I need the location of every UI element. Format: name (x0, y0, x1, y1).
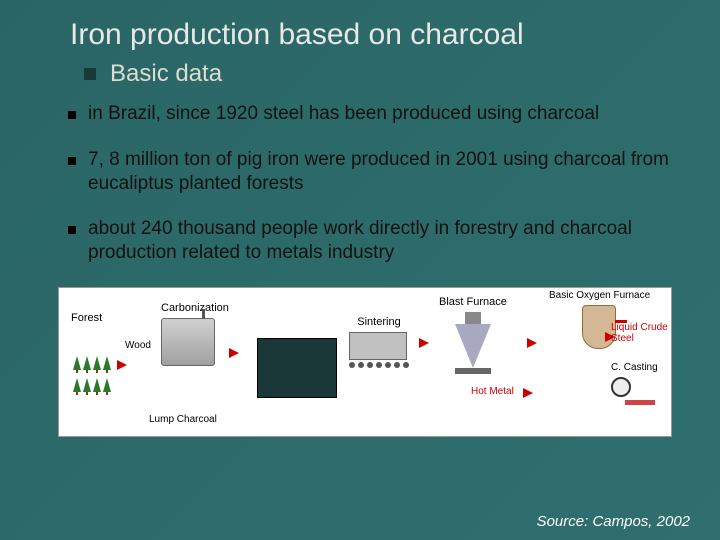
arrow-icon (527, 338, 537, 348)
arrow-icon (419, 338, 429, 348)
forest-label: Forest (71, 312, 102, 324)
lump-charcoal-label: Lump Charcoal (149, 414, 217, 425)
blast-furnace-label: Blast Furnace (439, 296, 507, 308)
bullet-icon (68, 226, 76, 234)
slide-container: Iron production based on charcoal Basic … (0, 0, 720, 540)
stage-carbonization: Carbonization (161, 302, 229, 366)
bullet-list: in Brazil, since 1920 steel has been pro… (68, 102, 680, 265)
bof-label: Basic Oxygen Furnace (549, 290, 649, 301)
slide-title: Iron production based on charcoal (70, 18, 680, 52)
arrow-icon (229, 348, 239, 358)
sinter-block-icon (257, 338, 337, 398)
ccasting-icon (611, 377, 655, 405)
forest-graphic (73, 356, 113, 392)
carbonization-label: Carbonization (161, 302, 229, 314)
arrow-icon (523, 388, 533, 398)
wood-label: Wood (125, 340, 151, 351)
blast-furnace-icon (455, 312, 491, 382)
stage-blast-furnace: Blast Furnace (439, 296, 507, 382)
stage-forest: Forest (71, 312, 102, 328)
rollers-icon (349, 362, 409, 368)
list-item: in Brazil, since 1920 steel has been pro… (68, 102, 680, 126)
process-diagram: Forest Wood Carbonization Lump Charcoal … (58, 287, 672, 437)
sintering-icon (349, 332, 407, 360)
bullet-text: about 240 thousand people work directly … (88, 217, 680, 265)
carbonization-icon (161, 318, 215, 366)
sintering-label: Sintering (349, 316, 409, 328)
source-citation: Source: Campos, 2002 (537, 513, 690, 530)
subtitle-row: Basic data (84, 60, 680, 88)
ccasting-label: C. Casting (611, 362, 658, 373)
bullet-icon (68, 157, 76, 165)
bullet-text: 7, 8 million ton of pig iron were produc… (88, 148, 680, 196)
list-item: about 240 thousand people work directly … (68, 217, 680, 265)
stage-sintering: Sintering (349, 316, 409, 368)
liquid-steel-label: Liquid Crude Steel (611, 322, 681, 344)
slide-subtitle: Basic data (110, 60, 222, 88)
list-item: 7, 8 million ton of pig iron were produc… (68, 148, 680, 196)
bullet-icon (68, 111, 76, 119)
stage-ccasting: C. Casting (611, 362, 658, 405)
trees-icon (73, 356, 113, 392)
arrow-icon (117, 360, 127, 370)
sinter-darkbox (257, 338, 337, 398)
subtitle-bullet-icon (84, 68, 96, 80)
arrow-icon (605, 332, 615, 342)
hot-metal-label: Hot Metal (471, 386, 514, 397)
bullet-text: in Brazil, since 1920 steel has been pro… (88, 102, 599, 126)
